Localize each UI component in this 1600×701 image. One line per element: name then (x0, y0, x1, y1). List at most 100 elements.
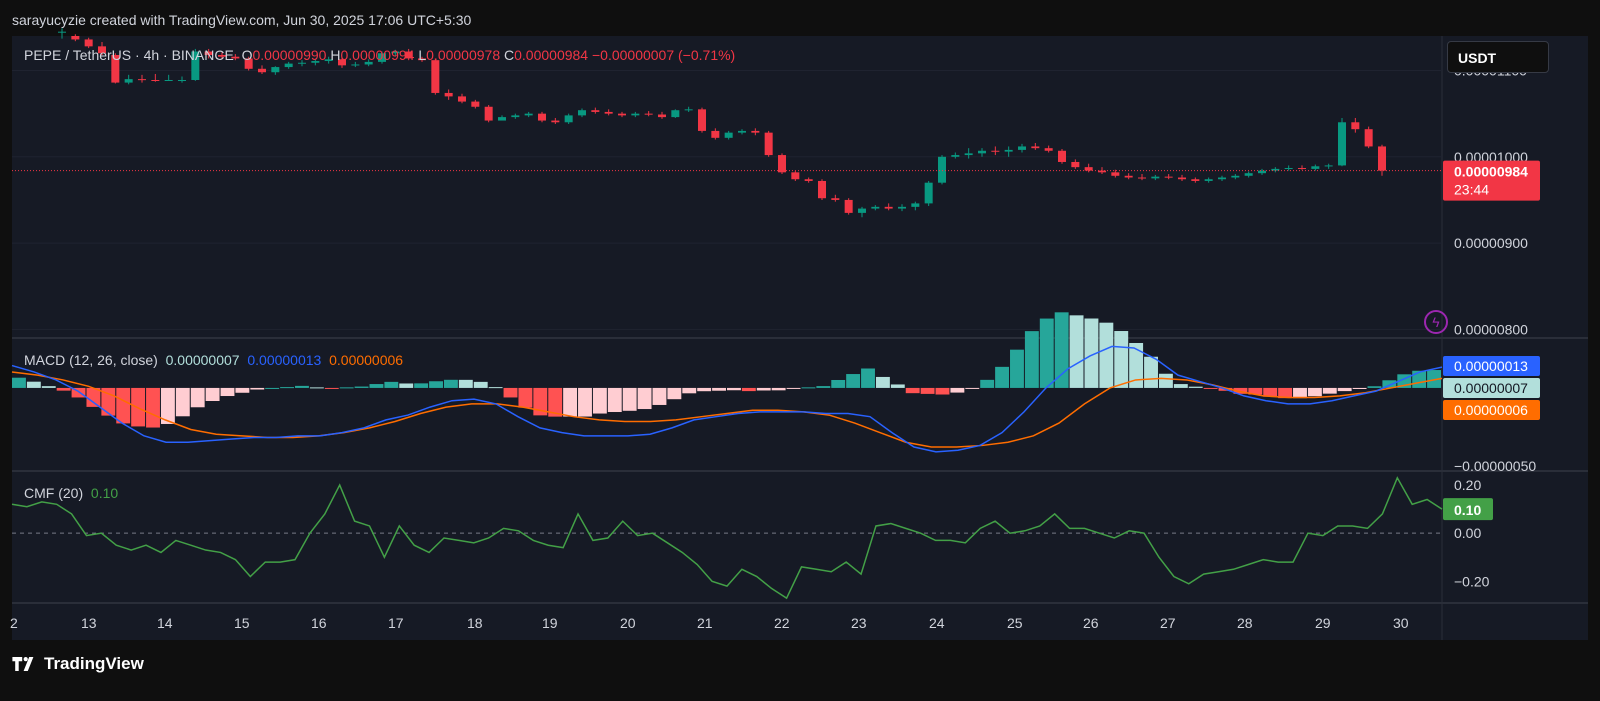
macd-histogram-bar (295, 385, 309, 388)
candle-body (111, 54, 120, 83)
candle-body (711, 130, 720, 138)
macd-histogram-bar (339, 387, 354, 389)
candle-body (338, 59, 346, 66)
candle-body (898, 206, 906, 209)
candle-body (911, 203, 920, 207)
macd-histogram-bar (652, 387, 667, 405)
macd-histogram-bar (831, 379, 846, 388)
currency-button[interactable]: USDT (1447, 41, 1549, 73)
candle-body (1151, 176, 1160, 179)
macd-histogram-bar (324, 387, 339, 389)
macd-histogram-bar (667, 387, 682, 400)
candle-body (244, 58, 253, 69)
cmf-legend: CMF (20) 0.10 (24, 485, 118, 501)
candle-body (1338, 122, 1346, 166)
macd-histogram-bar (503, 387, 518, 398)
x-tick-label: 23 (851, 615, 867, 631)
macd-histogram-bar (265, 387, 280, 389)
candle-body (751, 130, 760, 133)
candle-body (404, 51, 413, 59)
macd-histogram-bar (458, 379, 473, 388)
candle-body (444, 92, 453, 97)
high-value: 0.00000994 (340, 47, 415, 63)
candle-body (1018, 146, 1026, 150)
candle-body (978, 150, 986, 154)
candle-body (151, 80, 160, 82)
candle-body (1178, 177, 1186, 180)
macd-histogram-bar (861, 368, 875, 388)
candle-body (71, 36, 80, 40)
change-value: −0.00000007 (−0.71%) (591, 47, 736, 63)
macd-histogram-bar (1352, 387, 1367, 390)
macd-histogram-bar (399, 383, 414, 388)
candle-body (964, 153, 973, 156)
macd-histogram-bar (190, 387, 205, 408)
symbol-pair[interactable]: PEPE / TetherUS · 4h · BINANCE (24, 47, 234, 63)
macd-histogram-bar (1278, 387, 1293, 399)
macd-histogram-bar (1322, 387, 1337, 394)
candle-body (524, 113, 533, 116)
price-tag-countdown: 23:44 (1454, 182, 1489, 198)
candle-body (684, 109, 693, 111)
macd-histogram-bar (875, 376, 890, 388)
macd-histogram-bar (533, 387, 548, 416)
macd-histogram-bar (160, 387, 175, 424)
candle-body (471, 101, 480, 107)
open-label: O (241, 47, 253, 63)
candle-body (1231, 175, 1240, 178)
macd-histogram-bar (995, 366, 1010, 388)
candle-body (591, 110, 600, 112)
x-tick-label: 27 (1160, 615, 1176, 631)
macd-histogram-bar (1069, 315, 1084, 388)
candle-body (1071, 161, 1080, 168)
candle-body (1244, 173, 1253, 176)
low-label: L (418, 47, 427, 63)
candle-body (1324, 165, 1333, 167)
macd-histogram-bar (682, 387, 697, 394)
candle-body (1284, 168, 1293, 170)
macd-label[interactable]: MACD (12, 26, close) (24, 352, 158, 368)
candle-body (1004, 149, 1013, 152)
macd-hist-value: 0.00000007 (165, 352, 240, 368)
candle-body (511, 115, 520, 118)
macd-legend: MACD (12, 26, close) 0.00000007 0.000000… (24, 352, 403, 368)
macd-histogram-bar (1144, 356, 1158, 388)
macd-tag-text: 0.00000013 (1454, 358, 1528, 374)
candle-body (1271, 168, 1280, 171)
x-tick-label: 26 (1083, 615, 1099, 631)
candle-body (631, 113, 640, 116)
candle-body (764, 132, 773, 156)
macd-histogram-bar (1307, 387, 1322, 397)
macd-histogram-bar (697, 387, 712, 392)
cmf-label[interactable]: CMF (20) (24, 485, 84, 501)
candle-body (818, 180, 826, 199)
macd-histogram-bar (86, 387, 101, 407)
macd-histogram-bar (1367, 386, 1382, 388)
macd-histogram-bar (905, 387, 920, 394)
macd-histogram-bar (548, 387, 563, 417)
candle-body (1218, 177, 1226, 180)
macd-histogram-bar (235, 387, 250, 393)
macd-histogram-bar (12, 377, 26, 388)
candle-body (98, 46, 106, 54)
macd-histogram-bar (1099, 322, 1114, 388)
candle-body (364, 61, 373, 65)
macd-histogram-bar (592, 387, 607, 414)
candle-body (618, 113, 626, 116)
macd-histogram-bar (1084, 318, 1099, 388)
candle-body (884, 206, 893, 209)
candle-body (431, 60, 440, 93)
candle-body (564, 115, 573, 123)
macd-histogram-bar (846, 374, 861, 388)
high-label: H (330, 47, 341, 63)
macd-axis-label: −0.00000050 (1454, 458, 1536, 474)
macd-histogram-bar (250, 387, 265, 390)
y-tick-label: 0.00000800 (1454, 321, 1528, 337)
candle-body (178, 80, 186, 82)
lightning-icon[interactable]: ϟ (1424, 310, 1448, 334)
macd-histogram-bar (980, 379, 995, 388)
macd-histogram-bar (890, 384, 905, 388)
candle-body (698, 109, 706, 131)
candle-body (498, 117, 506, 121)
